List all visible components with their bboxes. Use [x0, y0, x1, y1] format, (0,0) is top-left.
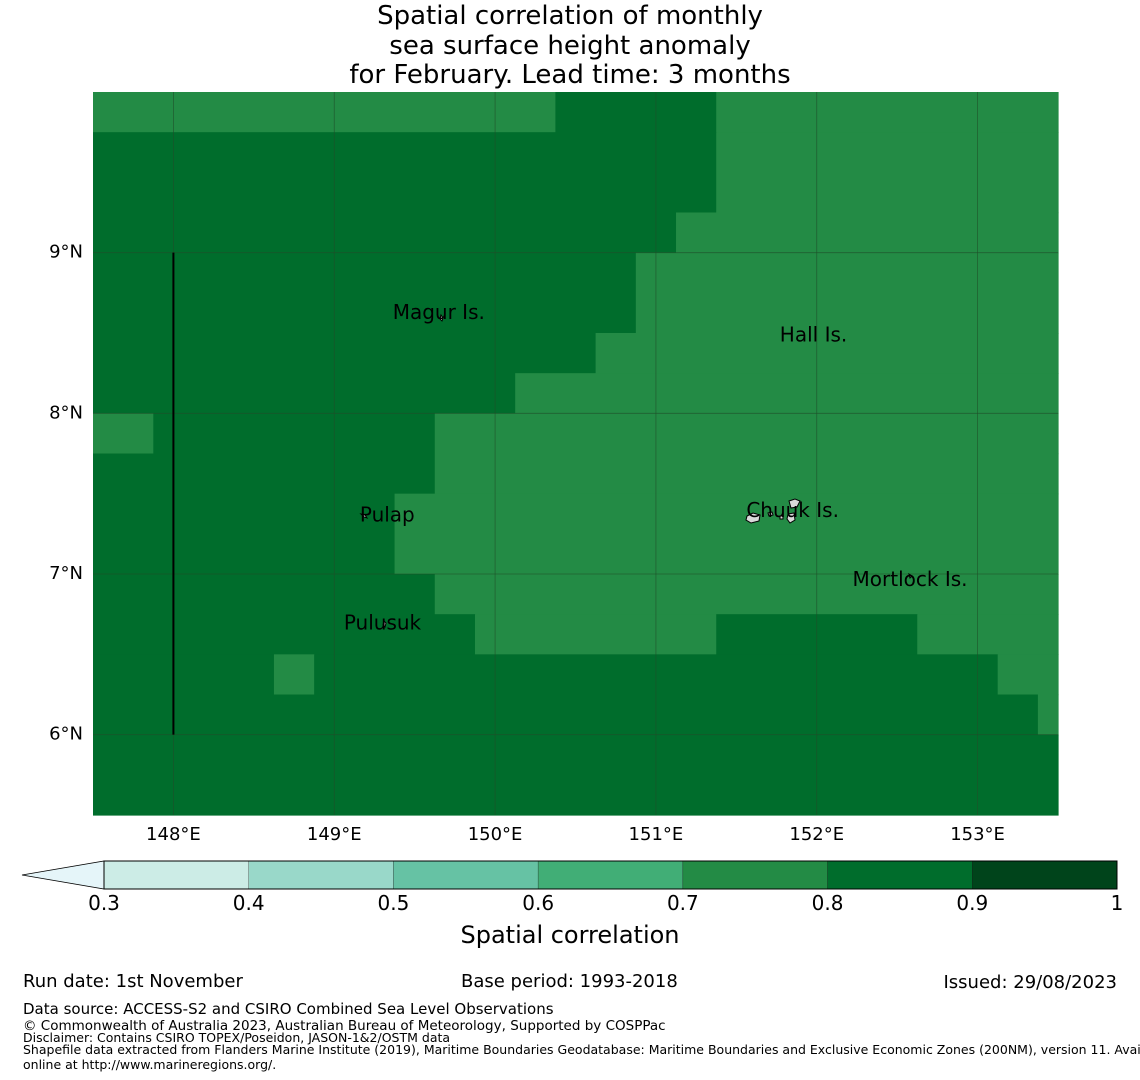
island-outline — [359, 513, 369, 519]
colorbar-tick-label: 0.3 — [88, 891, 120, 915]
place-label: Mortlock Is. — [853, 567, 968, 591]
colorbar-bin — [393, 860, 539, 890]
island-outlines — [359, 313, 913, 628]
colorbar-bin — [103, 860, 249, 890]
correlation-cell — [434, 453, 1059, 495]
correlation-cell — [153, 413, 436, 455]
correlation-cell — [93, 694, 1039, 736]
base-period: Base period: 1993-2018 — [461, 971, 678, 992]
colorbar-bin — [682, 860, 828, 890]
correlation-cell — [394, 493, 1059, 575]
place-label: Pulap — [360, 503, 415, 527]
correlation-cell — [93, 92, 556, 133]
correlation-cell — [997, 654, 1059, 696]
latitude-tick-label: 6°N — [49, 724, 83, 745]
data-source: Data source: ACCESS-S2 and CSIRO Combine… — [23, 1000, 554, 1018]
latitude-tick-label: 9°N — [49, 242, 83, 263]
correlation-cell — [595, 333, 1059, 374]
longitude-tick-label: 150°E — [468, 824, 523, 845]
correlation-cell — [515, 373, 1059, 414]
island-outline — [788, 498, 801, 509]
colorbar-title: Spatial correlation — [460, 921, 680, 949]
colorbar-tick-label: 0.4 — [232, 891, 265, 915]
island-outline — [745, 512, 761, 524]
correlation-cell — [555, 92, 717, 133]
shapefile-credit-line-1: Shapefile data extracted from Flanders M… — [23, 1042, 1140, 1057]
longitude-tick-label: 153°E — [950, 824, 1005, 845]
correlation-cell — [635, 252, 1059, 334]
latitude-tick-label: 7°N — [49, 563, 83, 584]
title-line-3: for February. Lead time: 3 months — [349, 60, 791, 90]
correlation-cells — [93, 92, 1059, 816]
longitude-tick-label: 151°E — [629, 824, 684, 845]
island-outline — [908, 572, 913, 579]
correlation-map: Magur Is. Hall Is. Pulap Chuuk Is. Mortlock … — [49, 92, 1059, 845]
correlation-cell — [93, 453, 436, 495]
correlation-cell — [93, 734, 1059, 816]
colorbar-outline — [103, 860, 1118, 890]
correlation-cell — [917, 614, 1059, 655]
colorbar-bin — [248, 860, 394, 890]
colorbar-bins — [103, 860, 1118, 890]
longitude-tick-label: 152°E — [789, 824, 844, 845]
map-title: Spatial correlation of monthly sea surfa… — [0, 1, 1140, 91]
correlation-cell — [273, 654, 315, 696]
correlation-cell — [434, 413, 1059, 455]
colorbar-tick-label: 0.6 — [522, 891, 555, 915]
place-labels: Magur Is. Hall Is. Pulap Chuuk Is. Mortlock … — [344, 300, 968, 634]
longitude-tick-labels: 148°E 149°E 150°E 151°E 152°E 153°E — [146, 824, 1005, 845]
colorbar-tick-label: 1 — [1110, 891, 1124, 915]
longitude-tick-label: 148°E — [146, 824, 201, 845]
correlation-cell — [676, 212, 1059, 254]
correlation-cell — [93, 614, 476, 655]
place-label: Chuuk Is. — [746, 498, 839, 522]
colorbar-extend-arrow — [21, 860, 105, 890]
colorbar-bin — [972, 860, 1118, 890]
correlation-cell — [93, 333, 597, 374]
island-outline — [786, 512, 796, 524]
disclaimer: Disclaimer: Contains CSIRO TOPEX/Poseido… — [23, 1030, 451, 1045]
colorbar-bin — [827, 860, 973, 890]
island-outline — [439, 313, 444, 322]
correlation-cell — [716, 132, 1059, 214]
shapefile-credit-line-2: online at http://www.marineregions.org/. — [23, 1057, 277, 1072]
correlation-cell — [93, 132, 717, 214]
colorbar-tick-label: 0.8 — [811, 891, 844, 915]
correlation-cell — [434, 574, 1059, 615]
correlation-cell — [93, 373, 516, 414]
correlation-cell — [93, 413, 154, 455]
latitude-tick-labels: 9°N 8°N 7°N 6°N — [49, 242, 83, 745]
place-label: Magur Is. — [393, 300, 485, 324]
island-outline — [382, 620, 387, 628]
colorbar — [21, 860, 1118, 890]
latitude-tick-label: 8°N — [49, 402, 83, 423]
correlation-cell — [474, 614, 717, 655]
run-date: Run date: 1st November — [23, 971, 243, 992]
title-line-1: Spatial correlation of monthly — [377, 1, 763, 31]
colorbar-tick-label: 0.9 — [956, 891, 989, 915]
correlation-cell — [93, 574, 436, 615]
issued-date: Issued: 29/08/2023 — [943, 972, 1117, 993]
longitude-tick-label: 149°E — [307, 824, 362, 845]
correlation-cell — [93, 252, 637, 334]
correlation-cell — [93, 654, 275, 696]
island-outline — [779, 515, 784, 520]
colorbar-tick-label: 0.5 — [377, 891, 410, 915]
correlation-cell — [716, 92, 1059, 133]
copyright: © Commonwealth of Australia 2023, Austra… — [23, 1018, 666, 1034]
title-line-2: sea surface height anomaly — [389, 30, 751, 61]
correlation-cell — [93, 212, 677, 254]
colorbar-tick-label: 0.7 — [666, 891, 699, 915]
island-outline — [767, 511, 774, 517]
correlation-cell — [1037, 694, 1059, 736]
place-label: Hall Is. — [780, 323, 847, 347]
colorbar-bin — [537, 860, 684, 890]
place-label: Pulusuk — [344, 610, 422, 634]
correlation-cell — [93, 493, 396, 575]
